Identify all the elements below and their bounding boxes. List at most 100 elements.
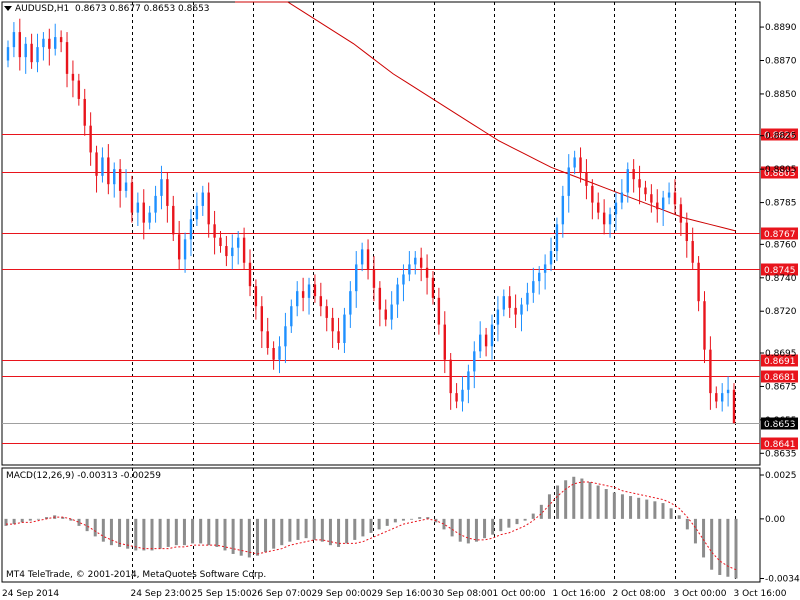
- bull-candle: [532, 281, 535, 293]
- macd-bar: [4, 518, 8, 526]
- price-level-label: 0.8745: [764, 266, 796, 276]
- macd-bar: [645, 499, 649, 519]
- bear-candle: [579, 157, 582, 173]
- macd-bar: [304, 518, 308, 539]
- macd-bar: [12, 518, 16, 525]
- bull-candle: [307, 284, 311, 298]
- bull-candle: [567, 167, 570, 196]
- macd-bar: [109, 518, 113, 546]
- time-tick-label: 3 Oct 00:00: [674, 589, 727, 599]
- macd-tick-label: -0.0034: [765, 574, 800, 584]
- bear-candle: [172, 205, 175, 235]
- macd-bar: [458, 518, 462, 542]
- macd-bar: [231, 518, 235, 554]
- price-level-tag: [761, 128, 798, 141]
- macd-bar: [199, 518, 203, 544]
- bull-candle: [24, 43, 27, 58]
- bull-candle: [136, 202, 140, 213]
- bear-candle: [378, 287, 382, 310]
- bull-candle: [113, 169, 116, 185]
- macd-bar: [385, 518, 389, 526]
- macd-bar: [620, 494, 624, 519]
- bear-candle: [242, 237, 246, 263]
- macd-bar: [288, 518, 292, 542]
- price-tick-label: 0.8675: [765, 382, 797, 392]
- bull-candle: [561, 195, 565, 225]
- bear-candle: [514, 307, 517, 315]
- moving-average-line: [235, 1, 737, 232]
- bear-candle: [703, 301, 706, 350]
- macd-bar: [564, 480, 568, 519]
- bull-candle: [502, 296, 506, 310]
- macd-bar: [142, 518, 146, 551]
- macd-bar: [150, 518, 154, 551]
- bear-candle: [437, 297, 441, 325]
- bear-candle: [48, 38, 51, 49]
- macd-bar: [499, 518, 503, 532]
- time-tick-label: 29 Sep 16:00: [372, 589, 432, 599]
- bull-candle: [496, 309, 500, 325]
- bear-candle: [656, 202, 659, 210]
- bear-candle: [455, 393, 458, 402]
- bear-candle: [484, 334, 488, 347]
- bear-candle: [213, 224, 216, 238]
- macd-label: MACD(12,26,9) -0.00313 -0.00259: [6, 471, 162, 481]
- bear-candle: [225, 246, 228, 257]
- bear-candle: [508, 296, 511, 308]
- dropdown-triangle-icon[interactable]: [4, 6, 12, 11]
- bear-candle: [419, 257, 423, 268]
- macd-bar: [158, 518, 162, 549]
- macd-bar: [337, 518, 341, 547]
- bull-candle: [573, 157, 576, 168]
- time-tick-label: 30 Sep 08:00: [433, 589, 493, 599]
- macd-signal-line: [6, 481, 737, 571]
- bear-candle: [449, 359, 452, 394]
- bear-candle: [709, 349, 712, 394]
- bull-candle: [195, 205, 199, 220]
- time-tick-label: 1 Oct 16:00: [553, 589, 606, 599]
- macd-bar: [531, 513, 535, 519]
- macd-bar: [272, 518, 276, 549]
- bull-candle: [154, 195, 157, 213]
- bear-candle: [59, 37, 63, 43]
- price-tick-label: 0.8805: [765, 165, 797, 175]
- macd-bar: [85, 518, 89, 532]
- bear-candle: [697, 262, 700, 302]
- macd-bar: [426, 517, 430, 519]
- price-tick-label: 0.8760: [765, 240, 797, 250]
- price-tick-label: 0.8870: [765, 57, 797, 67]
- macd-bar: [223, 518, 227, 551]
- price-tick-label: 0.8890: [765, 23, 797, 33]
- macd-bar: [523, 518, 527, 521]
- price-level-label: 0.8767: [764, 230, 796, 240]
- bull-candle: [414, 257, 417, 265]
- bear-candle: [30, 43, 33, 63]
- bull-candle: [538, 272, 541, 282]
- current-price-label: 0.8653: [764, 420, 796, 430]
- horizontal-levels[interactable]: 0.88260.88030.87670.87450.86910.86810.86…: [2, 128, 798, 451]
- bull-candle: [390, 304, 393, 320]
- bull-candle: [360, 249, 364, 265]
- bear-candle: [384, 309, 387, 320]
- bull-candle: [343, 314, 346, 343]
- bull-candle: [349, 291, 352, 315]
- bull-candle: [148, 212, 151, 223]
- time-tick-label: 2 Oct 08:00: [613, 589, 666, 599]
- macd-bar: [539, 504, 543, 519]
- bear-candle: [319, 296, 323, 307]
- macd-bar: [693, 518, 697, 544]
- macd-bar: [361, 518, 365, 537]
- macd-bar: [93, 518, 97, 537]
- bear-candle: [679, 204, 683, 223]
- macd-bar: [353, 518, 357, 540]
- time-axis: 24 Sep 2014 24 Sep 23:00 25 Sep 15:00 26 Se…: [2, 589, 787, 599]
- bull-candle: [290, 306, 293, 327]
- macd-bar: [296, 518, 300, 540]
- bear-candle: [266, 331, 269, 348]
- macd-bar: [101, 518, 105, 542]
- macd-bar: [588, 482, 592, 519]
- bull-candle: [36, 47, 39, 63]
- macd-bar: [580, 478, 584, 519]
- macd-bar: [547, 494, 551, 519]
